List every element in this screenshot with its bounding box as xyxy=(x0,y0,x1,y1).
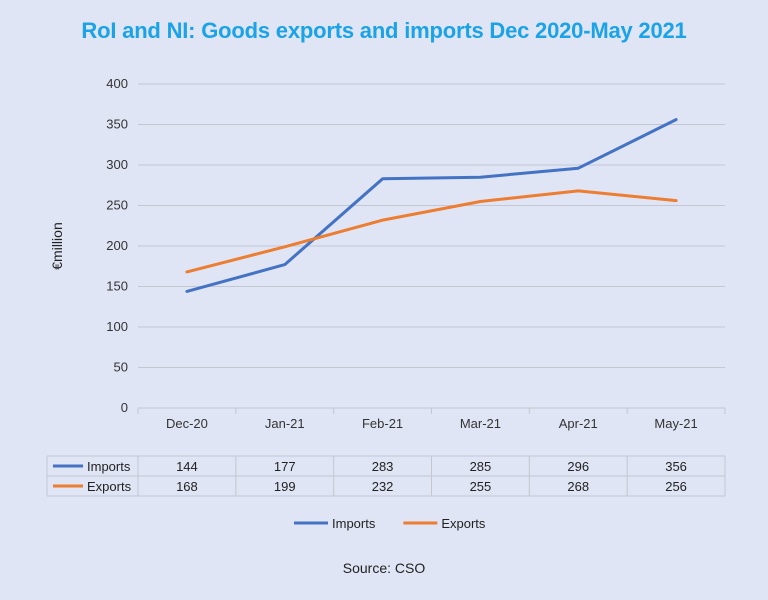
y-tick-label: 300 xyxy=(106,157,128,172)
x-tick-label: May-21 xyxy=(654,416,697,431)
table-cell: 256 xyxy=(665,479,687,494)
x-tick-label: Jan-21 xyxy=(265,416,305,431)
y-tick-label: 400 xyxy=(106,76,128,91)
grid-layer xyxy=(137,83,726,414)
y-tick-label: 50 xyxy=(114,360,128,375)
table-series-label: Imports xyxy=(87,459,131,474)
table-cell: 232 xyxy=(372,479,394,494)
series-lines xyxy=(185,118,678,293)
table-cell: 283 xyxy=(372,459,394,474)
x-tick-label: Dec-20 xyxy=(166,416,208,431)
series-line-imports xyxy=(185,118,678,293)
y-tick-label: 350 xyxy=(106,117,128,132)
table-cell: 356 xyxy=(665,459,687,474)
table-cell: 199 xyxy=(274,479,296,494)
table-cell: 285 xyxy=(470,459,492,474)
x-tick-label: Apr-21 xyxy=(559,416,598,431)
legend: Imports Exports xyxy=(294,516,486,531)
series-line-exports xyxy=(185,189,678,274)
legend-label: Exports xyxy=(441,516,486,531)
y-tick-label: 0 xyxy=(121,400,128,415)
data-table: Imports 144 177 283 285 296 356 Exports 168 199 23… xyxy=(46,455,726,497)
source-note: Source: CSO xyxy=(342,560,426,576)
table-cell: 296 xyxy=(567,459,589,474)
legend-label: Imports xyxy=(332,516,376,531)
table-cell: 177 xyxy=(274,459,296,474)
table-series-label: Exports xyxy=(87,479,132,494)
table-cell: 268 xyxy=(567,479,589,494)
x-tick-label: Mar-21 xyxy=(460,416,501,431)
y-tick-label: 100 xyxy=(106,319,128,334)
table-cell: 168 xyxy=(176,479,198,494)
chart-title: RoI and NI: Goods exports and imports De… xyxy=(81,18,687,43)
y-tick-label: 150 xyxy=(106,279,128,294)
y-tick-label: 250 xyxy=(106,198,128,213)
x-tick-label: Feb-21 xyxy=(362,416,403,431)
table-cell: 144 xyxy=(176,459,198,474)
y-tick-label: 200 xyxy=(106,238,128,253)
x-axis-ticks: Dec-20 Jan-21 Feb-21 Mar-21 Apr-21 May-21 xyxy=(166,416,698,431)
y-axis-label: €million xyxy=(49,222,65,269)
y-axis-ticks: 0 50 100 150 200 250 300 350 400 xyxy=(106,76,128,415)
table-cell: 255 xyxy=(470,479,492,494)
